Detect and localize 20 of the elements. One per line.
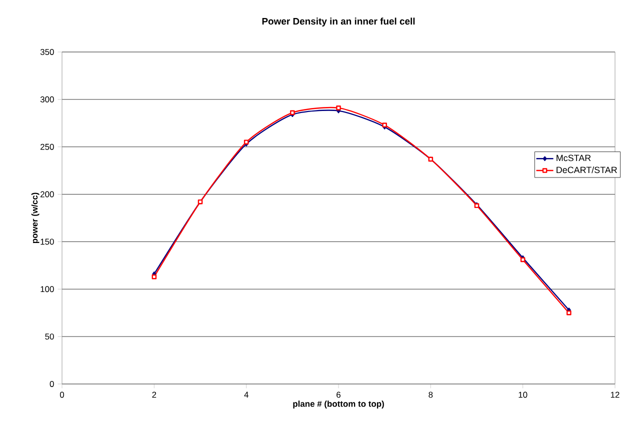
x-tick-label: 10 bbox=[518, 392, 528, 398]
x-tick-label: 6 bbox=[336, 392, 340, 398]
legend-label: McSTAR bbox=[556, 154, 591, 162]
y-tick-label: 200 bbox=[40, 191, 54, 198]
x-axis-title: plane # (bottom to top) bbox=[293, 400, 384, 408]
chart-title: Power Density in an inner fuel cell bbox=[262, 18, 415, 26]
y-tick-label: 0 bbox=[50, 380, 54, 387]
x-tick-label: 0 bbox=[60, 392, 64, 398]
legend-label: DeCART/STAR bbox=[556, 166, 617, 174]
y-tick-label: 100 bbox=[40, 286, 54, 292]
y-tick-label: 350 bbox=[40, 49, 54, 55]
x-tick-label: 12 bbox=[610, 392, 620, 398]
y-tick-label: 150 bbox=[40, 238, 54, 245]
x-tick-label: 4 bbox=[244, 392, 248, 398]
y-tick-label: 300 bbox=[40, 96, 54, 102]
y-tick-label: 250 bbox=[40, 144, 54, 150]
x-tick-label: 8 bbox=[428, 392, 433, 398]
y-tick-label: 50 bbox=[45, 334, 54, 340]
x-tick-label: 2 bbox=[152, 392, 156, 398]
y-axis-title: power (w/cc) bbox=[31, 192, 40, 244]
